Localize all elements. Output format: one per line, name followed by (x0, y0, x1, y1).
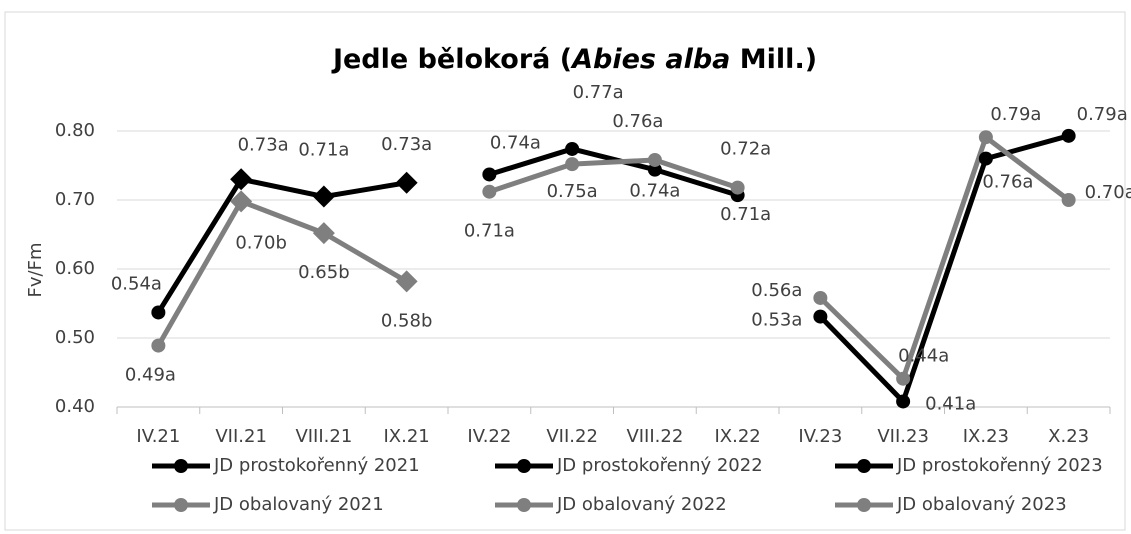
chart-frame (4, 11, 1126, 531)
marker (730, 180, 745, 195)
y-tick-label: 0.50 (55, 327, 95, 348)
x-tick-label: VII.22 (546, 426, 598, 447)
legend-label: JD obalovaný 2023 (896, 494, 1067, 515)
series-line (818, 134, 1071, 382)
title-part: Abies alba (570, 44, 730, 75)
x-tick-label: IX.21 (383, 426, 429, 447)
data-label: 0.71a (298, 140, 349, 161)
legend-label: JD prostokořenný 2021 (213, 455, 420, 476)
data-label: 0.71a (464, 221, 515, 242)
marker (151, 338, 166, 353)
x-tick-label: IV.22 (467, 426, 511, 447)
legend-label: JD obalovaný 2021 (213, 494, 384, 515)
legend-marker (517, 498, 531, 512)
marker (896, 394, 911, 409)
title-part: Mill.) (730, 44, 817, 75)
data-label: 0.72a (720, 139, 771, 160)
marker (395, 270, 418, 293)
data-label: 0.56a (751, 280, 802, 301)
data-label: 0.75a (547, 181, 598, 202)
data-label: 0.71a (720, 204, 771, 225)
data-label: 0.58b (381, 310, 433, 331)
marker (813, 309, 828, 324)
series-line (818, 133, 1070, 404)
legend-label: JD prostokořenný 2022 (556, 455, 763, 476)
data-label: 0.77a (573, 82, 624, 103)
marker (1061, 128, 1076, 143)
x-tick-label: IX.23 (963, 426, 1009, 447)
marker (1061, 193, 1076, 207)
marker (395, 171, 418, 194)
data-label: 0.76a (612, 111, 663, 132)
y-tick-label: 0.40 (55, 396, 95, 417)
x-tick-label: IV.21 (136, 426, 180, 447)
marker (896, 371, 911, 386)
y-tick-label: 0.60 (55, 258, 95, 279)
legend-marker (174, 498, 188, 512)
data-label: 0.70a (1085, 182, 1131, 203)
series-line (488, 157, 739, 195)
x-tick-label: VIII.22 (626, 426, 683, 447)
legend-label: JD prostokořenný 2023 (896, 455, 1103, 476)
marker (482, 184, 497, 199)
data-label: 0.49a (125, 365, 176, 386)
chart-title: Jedle bělokorá (Abies alba Mill.) (331, 44, 817, 75)
data-label: 0.53a (751, 310, 802, 331)
x-tick-label: X.23 (1048, 426, 1089, 447)
data-label: 0.41a (925, 393, 976, 414)
marker (813, 290, 828, 305)
marker (647, 152, 662, 167)
series-line (156, 176, 408, 314)
legend-marker (174, 459, 188, 473)
y-axis-label: Fv/Fm (25, 243, 46, 298)
series-line (488, 146, 739, 198)
data-label: 0.73a (381, 134, 432, 155)
marker (647, 162, 662, 177)
legend-label: JD obalovaný 2022 (556, 494, 727, 515)
data-label: 0.44a (898, 346, 949, 367)
legend-marker (517, 459, 531, 473)
y-tick-label: 0.70 (55, 189, 95, 210)
x-tick-label: VII.21 (215, 426, 267, 447)
y-tick-label: 0.80 (55, 120, 95, 141)
marker (230, 168, 253, 191)
data-label: 0.79a (990, 104, 1041, 125)
series-line (156, 198, 408, 347)
x-tick-label: VIII.21 (295, 426, 352, 447)
title-part: Jedle bělokorá ( (331, 44, 572, 75)
data-label: 0.79a (1077, 104, 1128, 125)
marker (565, 141, 580, 156)
data-label: 0.54a (111, 273, 162, 294)
marker (978, 151, 993, 166)
marker (230, 190, 253, 213)
x-tick-label: IV.23 (798, 426, 842, 447)
data-label: 0.74a (629, 181, 680, 202)
data-label: 0.76a (982, 172, 1033, 193)
data-label: 0.65b (298, 262, 350, 283)
legend-marker (857, 498, 871, 512)
marker (312, 185, 335, 208)
data-label: 0.73a (238, 134, 289, 155)
data-label: 0.70b (235, 232, 287, 253)
x-tick-label: VII.23 (877, 426, 929, 447)
marker (312, 222, 335, 245)
marker (978, 130, 993, 145)
marker (565, 157, 580, 172)
x-tick-label: IX.22 (714, 426, 760, 447)
data-label: 0.74a (490, 132, 541, 153)
marker (482, 167, 497, 182)
marker (151, 305, 166, 320)
legend-marker (857, 459, 871, 473)
